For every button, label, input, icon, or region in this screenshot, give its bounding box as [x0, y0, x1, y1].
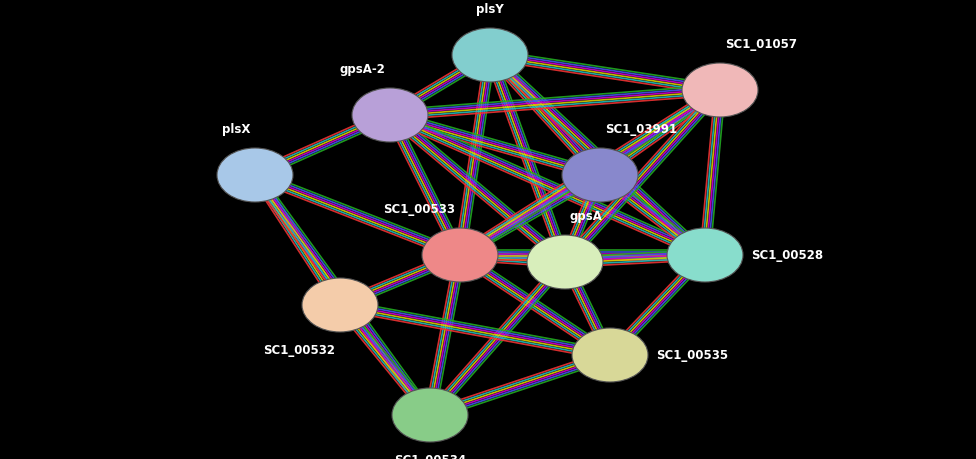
Text: SC1_01057: SC1_01057: [725, 38, 797, 51]
Ellipse shape: [527, 235, 603, 289]
Text: SC1_00532: SC1_00532: [263, 344, 335, 357]
Ellipse shape: [452, 28, 528, 82]
Ellipse shape: [302, 278, 378, 332]
Ellipse shape: [217, 148, 293, 202]
Text: gpsA-2: gpsA-2: [339, 63, 385, 76]
Ellipse shape: [682, 63, 758, 117]
Ellipse shape: [352, 88, 428, 142]
Text: SC1_03991: SC1_03991: [605, 123, 677, 136]
Ellipse shape: [392, 388, 468, 442]
Text: gpsA: gpsA: [570, 210, 603, 223]
Text: SC1_00535: SC1_00535: [656, 348, 728, 362]
Ellipse shape: [422, 228, 498, 282]
Text: plsX: plsX: [222, 123, 250, 136]
Ellipse shape: [667, 228, 743, 282]
Text: plsY: plsY: [476, 3, 504, 16]
Ellipse shape: [562, 148, 638, 202]
Ellipse shape: [572, 328, 648, 382]
Text: SC1_00534: SC1_00534: [394, 454, 467, 459]
Text: SC1_00533: SC1_00533: [383, 203, 455, 216]
Text: SC1_00528: SC1_00528: [751, 248, 823, 262]
